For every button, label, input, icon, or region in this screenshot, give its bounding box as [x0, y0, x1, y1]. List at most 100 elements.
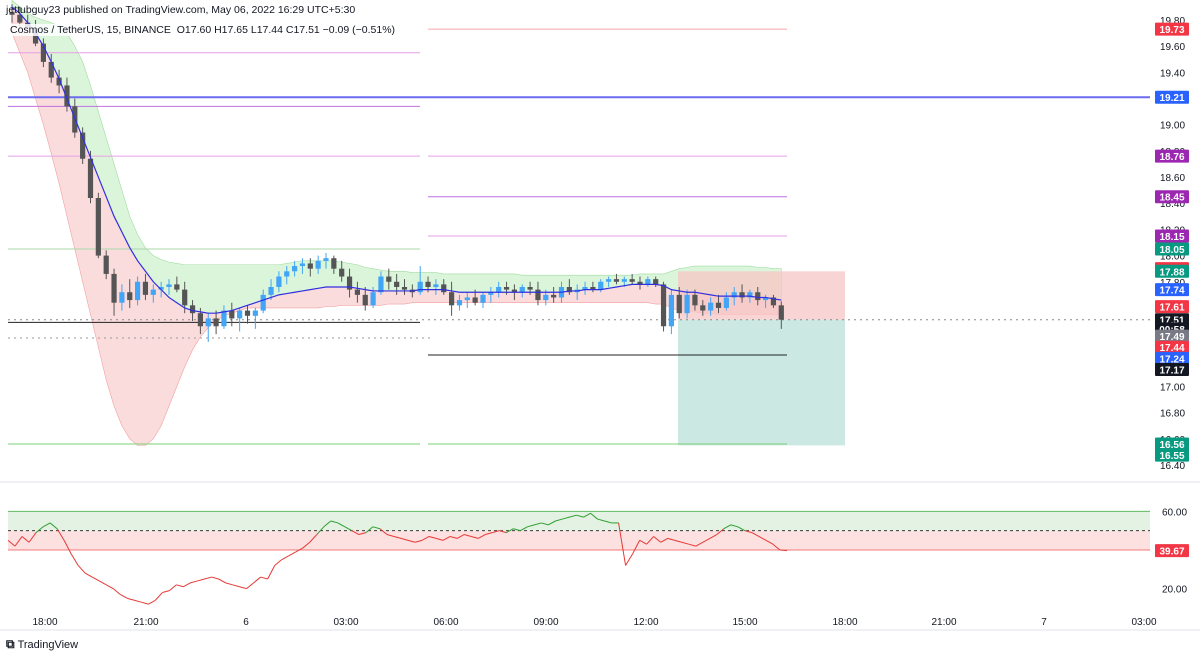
rsi-line-segment: [400, 537, 409, 541]
rsi-line-segment: [513, 528, 521, 532]
candle-body: [103, 255, 109, 274]
rsi-line-segment: [190, 580, 198, 584]
rsi-line-segment: [646, 536, 655, 545]
rsi-line-segment: [625, 553, 634, 566]
rsi-line-segment: [344, 526, 353, 532]
rsi-line-segment: [555, 518, 563, 522]
candle-body: [56, 77, 62, 86]
rsi-line-segment: [569, 514, 577, 518]
symbol-ohlc-line: Cosmos / TetherUS, 15, BINANCE O17.60 H1…: [10, 24, 396, 36]
x-tick-label: 03:00: [1131, 617, 1156, 628]
rsi-line-segment: [288, 551, 296, 557]
y-tick-label: 19.80: [1160, 16, 1185, 27]
price-label-bg: [1155, 229, 1189, 243]
rsi-line-segment: [267, 565, 276, 580]
price-label-bg: [1155, 149, 1189, 163]
rsi-line-segment: [70, 553, 79, 566]
x-tick-label: 09:00: [533, 617, 558, 628]
candle-body: [480, 294, 486, 303]
candle-body: [613, 279, 620, 282]
candle-body: [205, 318, 211, 327]
candle-body: [527, 287, 533, 290]
y-tick-label: 16.40: [1160, 461, 1185, 472]
rsi-line-segment: [695, 541, 704, 547]
rsi-line-segment: [323, 520, 332, 528]
candle-body: [645, 279, 651, 285]
rsi-line-segment: [21, 536, 30, 543]
candle-body: [417, 281, 423, 293]
price-label-bg: [1155, 90, 1189, 104]
candle-body: [668, 294, 674, 327]
candle-body: [229, 310, 235, 319]
rsi-line-segment: [653, 536, 661, 543]
candle-body: [87, 158, 94, 198]
rsi-line-segment: [386, 534, 395, 537]
rsi-line-segment: [141, 601, 149, 605]
candle-body: [111, 273, 117, 303]
candle-body: [441, 284, 447, 293]
rsi-line-segment: [232, 584, 240, 588]
candle-body: [496, 287, 502, 293]
candle-body: [723, 297, 729, 308]
candle-body: [433, 284, 439, 287]
rsi-line-segment: [520, 526, 528, 532]
candle-body: [456, 300, 463, 306]
rsi-line-segment: [49, 522, 58, 530]
rsi-line-segment: [106, 584, 114, 590]
candle-body: [566, 287, 572, 293]
rsi-line-segment: [35, 526, 44, 533]
price-label: 17.61: [1159, 303, 1184, 314]
rsi-line-segment: [274, 559, 283, 566]
price-label: 17.49: [1159, 332, 1184, 343]
price-label-bg: [1155, 437, 1189, 451]
price-label-bg: [1155, 448, 1189, 462]
candle-body: [119, 292, 125, 303]
x-tick-label: 12:00: [633, 617, 658, 628]
rsi-line-segment: [751, 532, 760, 537]
rsi-line-segment: [506, 528, 514, 534]
candle-body: [637, 281, 643, 285]
rsi-line-segment: [42, 522, 51, 528]
candle-body: [127, 292, 133, 301]
rsi-line-segment: [583, 512, 591, 518]
rsi-line-segment: [779, 549, 788, 552]
candle-body: [354, 289, 360, 295]
y-tick-label: 19.60: [1160, 42, 1185, 53]
rsi-line-segment: [450, 535, 458, 539]
rsi-line-segment: [688, 543, 696, 547]
rsi-line-segment: [120, 594, 128, 599]
candle-body: [221, 310, 227, 327]
rsi-line-segment: [737, 526, 746, 532]
candle-body: [692, 294, 698, 306]
rsi-line-segment: [534, 522, 542, 526]
rsi-line-segment: [730, 524, 739, 528]
tradingview-brand[interactable]: ⧉ TradingView: [6, 637, 78, 652]
candle-body: [660, 284, 667, 327]
ohlc-values: O17.60 H17.65 L17.44 C17.51 −0.09 (−0.51…: [176, 24, 396, 36]
rsi-line-segment: [98, 580, 107, 586]
candle-body: [755, 292, 761, 301]
rsi-line-segment: [709, 534, 718, 539]
candle-body: [425, 281, 431, 287]
price-label: 17.44: [1159, 343, 1184, 354]
candle-body: [260, 294, 266, 311]
rsi-line-segment: [28, 532, 37, 543]
rsi-line-segment: [91, 576, 100, 582]
candle-body: [582, 287, 588, 290]
y-tick-label: 19.40: [1160, 68, 1185, 79]
candle-body: [292, 266, 298, 272]
candle-body: [307, 263, 313, 269]
candle-body: [268, 287, 274, 295]
rsi-line-segment: [169, 584, 177, 591]
rsi-line-segment: [127, 597, 135, 601]
x-tick-label: 18:00: [32, 617, 57, 628]
candle-body: [64, 85, 70, 107]
rsi-line-segment: [435, 537, 444, 541]
rsi-line-segment: [148, 599, 156, 605]
x-tick-label: 7: [1041, 617, 1047, 628]
candle-body: [700, 305, 706, 311]
candle-body: [543, 294, 549, 301]
rsi-line-segment: [562, 516, 570, 520]
price-label-bg: [1155, 351, 1189, 365]
